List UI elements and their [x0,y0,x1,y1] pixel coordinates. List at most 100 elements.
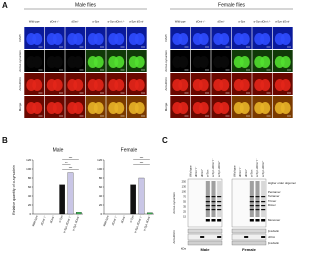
column-label: dOmi⁻/⁻ [50,20,60,24]
micrograph-tissue [280,79,291,91]
chart-title: Male [53,147,64,153]
micrograph-tissue [198,33,209,45]
lane-label: dOmi⁻/⁻ [194,166,198,177]
row-label: Merge [18,102,22,111]
band [261,201,266,203]
blot [187,178,223,228]
blot [187,233,223,241]
micrograph-tissue [93,102,104,114]
group-title: Male flies [75,2,97,8]
micrograph-tissue [219,33,230,45]
band [205,219,210,222]
micrograph-tissue [239,102,250,114]
column-label: dOmi⁻/⁻ [196,20,206,24]
row-label: DAPI [164,34,168,41]
micrograph-tissue [239,33,250,45]
column-label: α-Syn [238,20,245,24]
y-tick-label: 40 [99,194,103,198]
band [244,236,249,238]
band [249,209,254,211]
loading-label: β-tubulin [268,229,280,233]
band [205,201,210,203]
y-tick-label: 80 [99,176,103,180]
bar [76,212,82,215]
band [261,209,266,211]
band [205,205,210,207]
micrograph-tissue [178,56,189,68]
column-label: dOmi⁺ [71,20,79,24]
micrograph-tissue [280,56,291,68]
micrograph-tissue [260,33,271,45]
bar [147,212,153,215]
band [217,205,222,207]
y-tick-label: 60 [28,185,32,189]
micrograph-tissue [178,102,189,114]
micrograph-tissue [260,56,271,68]
significance: *** [69,156,73,160]
smear [255,181,260,217]
band [255,201,260,203]
y-tick-label: 0 [30,212,32,216]
antibody-label: Anti-dOmi [172,230,176,244]
panel-label: C [162,136,168,145]
blot [187,240,223,246]
band [255,196,260,198]
lane-label: Wild type [233,165,237,177]
row-label: Anti-dOmi [18,77,22,91]
micrograph-tissue [73,102,84,114]
significance: *** [69,166,73,170]
band [249,219,254,222]
micrograph-tissue [52,56,63,68]
micrograph-tissue [114,102,125,114]
row-label: Anti-α-synuclein [164,50,168,72]
loading-label: dOmi [268,235,275,239]
band [261,236,266,238]
x-tick-label: dOmi⁻/⁻ [40,214,47,226]
marker-label: 100 [182,190,187,194]
panel-label: A [2,1,8,10]
lane-label: dOmi⁺ [200,168,204,177]
column-label: α-Syn dOmi⁻/⁻ [254,20,272,24]
micrograph-tissue [32,102,43,114]
lane-label: α-Syn dOmi⁺ [217,160,221,177]
band [255,209,260,211]
micrograph-tissue [219,79,230,91]
micrograph-tissue [280,33,291,45]
micrograph-tissue [73,79,84,91]
loading-label: β-tubulin [268,241,280,245]
chart-title: Female [121,147,138,153]
row-label: Anti-dOmi [164,77,168,91]
band [249,205,254,207]
marker-label: 130 [182,185,187,189]
lane-label: dOmi⁺ [244,168,248,177]
marker-label: 70 [183,195,186,199]
y-tick-label: 40 [28,194,32,198]
micrograph-tissue [260,79,271,91]
micrograph-tissue [52,102,63,114]
y-tick-label: 20 [28,203,32,207]
lane-label: α-Syn [250,169,254,177]
marker-label: 15 [183,215,186,219]
micrograph-tissue [239,79,250,91]
x-tick-label: α-Syn [129,214,135,223]
lane-label: α-Syn [206,169,210,177]
antibody-label: Anti-α-synuclein [172,192,176,214]
micrograph-tissue [239,56,250,68]
group-label: Female [242,247,257,252]
micrograph-tissue [73,33,84,45]
bar [138,177,145,215]
band [211,209,216,211]
column-label: Wild type [175,20,186,24]
smear [261,181,266,217]
blot [231,240,267,246]
band [217,209,222,211]
band [211,219,216,222]
band [205,196,210,198]
smear [249,181,254,217]
band-label: Higher order oligomer [268,181,296,185]
x-tick-label: α-Syn dOmi⁺ [71,214,81,231]
bar [130,184,136,215]
marker-label: 55 [183,200,186,204]
row-label: Merge [164,102,168,111]
smear [211,181,216,217]
